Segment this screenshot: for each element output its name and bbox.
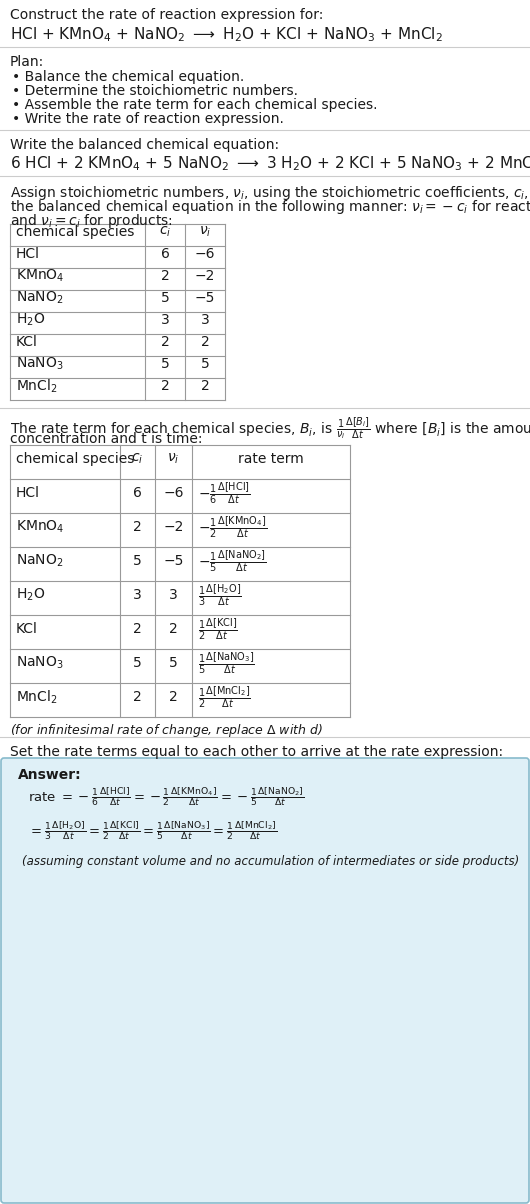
- Text: 6: 6: [161, 247, 170, 261]
- Text: 2: 2: [133, 690, 142, 704]
- Text: H$_2$O: H$_2$O: [16, 586, 45, 603]
- Text: KMnO$_4$: KMnO$_4$: [16, 267, 65, 284]
- Text: 5: 5: [169, 656, 178, 669]
- Text: $\nu_i$: $\nu_i$: [167, 452, 180, 466]
- Text: chemical species: chemical species: [16, 452, 135, 466]
- Text: Assign stoichiometric numbers, $\nu_i$, using the stoichiometric coefficients, $: Assign stoichiometric numbers, $\nu_i$, …: [10, 184, 530, 202]
- Text: Answer:: Answer:: [18, 768, 82, 783]
- Text: 5: 5: [161, 291, 170, 305]
- Text: $\frac{1}{5}\frac{\Delta[\mathrm{NaNO_3}]}{\Delta t}$: $\frac{1}{5}\frac{\Delta[\mathrm{NaNO_3}…: [198, 650, 255, 675]
- Text: $= \frac{1}{3}\frac{\Delta[\mathrm{H_2O}]}{\Delta t}= \frac{1}{2}\frac{\Delta[\m: $= \frac{1}{3}\frac{\Delta[\mathrm{H_2O}…: [28, 819, 277, 842]
- Text: 3: 3: [133, 588, 142, 602]
- Text: 5: 5: [161, 358, 170, 371]
- Text: $\frac{1}{2}\frac{\Delta[\mathrm{MnCl_2}]}{\Delta t}$: $\frac{1}{2}\frac{\Delta[\mathrm{MnCl_2}…: [198, 684, 251, 710]
- Text: NaNO$_3$: NaNO$_3$: [16, 655, 64, 671]
- Text: HCl + KMnO$_4$ + NaNO$_2$ $\longrightarrow$ H$_2$O + KCl + NaNO$_3$ + MnCl$_2$: HCl + KMnO$_4$ + NaNO$_2$ $\longrightarr…: [10, 25, 443, 43]
- Text: concentration and t is time:: concentration and t is time:: [10, 432, 202, 445]
- Text: $-\frac{1}{6}\frac{\Delta[\mathrm{HCl}]}{\Delta t}$: $-\frac{1}{6}\frac{\Delta[\mathrm{HCl}]}…: [198, 480, 251, 506]
- Text: $\frac{1}{2}\frac{\Delta[\mathrm{KCl}]}{\Delta t}$: $\frac{1}{2}\frac{\Delta[\mathrm{KCl}]}{…: [198, 616, 238, 642]
- Text: MnCl$_2$: MnCl$_2$: [16, 689, 58, 706]
- Text: Write the balanced chemical equation:: Write the balanced chemical equation:: [10, 138, 279, 152]
- Text: NaNO$_2$: NaNO$_2$: [16, 290, 64, 306]
- Text: 5: 5: [133, 656, 142, 669]
- Text: $-\frac{1}{5}\frac{\Delta[\mathrm{NaNO_2}]}{\Delta t}$: $-\frac{1}{5}\frac{\Delta[\mathrm{NaNO_2…: [198, 548, 267, 574]
- Text: −5: −5: [195, 291, 215, 305]
- Text: 2: 2: [201, 379, 209, 393]
- Text: 3: 3: [161, 313, 170, 327]
- Text: −5: −5: [163, 554, 184, 568]
- Text: (assuming constant volume and no accumulation of intermediates or side products): (assuming constant volume and no accumul…: [22, 855, 519, 868]
- Text: 3: 3: [201, 313, 209, 327]
- Text: −6: −6: [195, 247, 215, 261]
- Text: MnCl$_2$: MnCl$_2$: [16, 377, 58, 395]
- Text: $-\frac{1}{2}\frac{\Delta[\mathrm{KMnO_4}]}{\Delta t}$: $-\frac{1}{2}\frac{\Delta[\mathrm{KMnO_4…: [198, 514, 267, 539]
- Text: 2: 2: [201, 335, 209, 349]
- Text: H$_2$O: H$_2$O: [16, 312, 45, 329]
- Text: $c_i$: $c_i$: [131, 452, 144, 466]
- Text: chemical species: chemical species: [16, 225, 135, 240]
- Text: 2: 2: [133, 622, 142, 636]
- Text: $c_i$: $c_i$: [159, 225, 171, 240]
- Text: 2: 2: [161, 268, 170, 283]
- Text: (for infinitesimal rate of change, replace $\Delta$ with $d$): (for infinitesimal rate of change, repla…: [10, 722, 323, 739]
- Text: KCl: KCl: [16, 335, 38, 349]
- Text: Plan:: Plan:: [10, 55, 44, 69]
- Text: KMnO$_4$: KMnO$_4$: [16, 519, 65, 536]
- Text: rate $= -\frac{1}{6}\frac{\Delta[\mathrm{HCl}]}{\Delta t}= -\frac{1}{2}\frac{\De: rate $= -\frac{1}{6}\frac{\Delta[\mathrm…: [28, 785, 304, 808]
- Text: NaNO$_3$: NaNO$_3$: [16, 356, 64, 372]
- Text: 6: 6: [133, 486, 142, 500]
- Text: 2: 2: [161, 335, 170, 349]
- Text: NaNO$_2$: NaNO$_2$: [16, 553, 64, 569]
- Text: • Assemble the rate term for each chemical species.: • Assemble the rate term for each chemic…: [12, 98, 377, 112]
- Text: −6: −6: [163, 486, 184, 500]
- Text: Set the rate terms equal to each other to arrive at the rate expression:: Set the rate terms equal to each other t…: [10, 745, 503, 759]
- Text: 2: 2: [161, 379, 170, 393]
- Text: 5: 5: [133, 554, 142, 568]
- Text: Construct the rate of reaction expression for:: Construct the rate of reaction expressio…: [10, 8, 323, 22]
- FancyBboxPatch shape: [1, 759, 529, 1203]
- Text: 3: 3: [169, 588, 178, 602]
- Text: $\nu_i$: $\nu_i$: [199, 225, 211, 240]
- Text: HCl: HCl: [16, 247, 40, 261]
- Text: −2: −2: [195, 268, 215, 283]
- Text: 2: 2: [169, 622, 178, 636]
- Text: the balanced chemical equation in the following manner: $\nu_i = -c_i$ for react: the balanced chemical equation in the fo…: [10, 197, 530, 216]
- Text: HCl: HCl: [16, 486, 40, 500]
- Text: 5: 5: [201, 358, 209, 371]
- Text: and $\nu_i = c_i$ for products:: and $\nu_i = c_i$ for products:: [10, 212, 173, 230]
- Text: • Balance the chemical equation.: • Balance the chemical equation.: [12, 70, 244, 84]
- Text: • Determine the stoichiometric numbers.: • Determine the stoichiometric numbers.: [12, 84, 298, 98]
- Text: 2: 2: [169, 690, 178, 704]
- Text: • Write the rate of reaction expression.: • Write the rate of reaction expression.: [12, 112, 284, 126]
- Text: rate term: rate term: [238, 452, 304, 466]
- Text: 2: 2: [133, 520, 142, 535]
- Text: The rate term for each chemical species, $B_i$, is $\frac{1}{\nu_i}\frac{\Delta[: The rate term for each chemical species,…: [10, 417, 530, 442]
- Text: KCl: KCl: [16, 622, 38, 636]
- Text: $\frac{1}{3}\frac{\Delta[\mathrm{H_2O}]}{\Delta t}$: $\frac{1}{3}\frac{\Delta[\mathrm{H_2O}]}…: [198, 582, 242, 608]
- Text: −2: −2: [163, 520, 184, 535]
- Text: 6 HCl + 2 KMnO$_4$ + 5 NaNO$_2$ $\longrightarrow$ 3 H$_2$O + 2 KCl + 5 NaNO$_3$ : 6 HCl + 2 KMnO$_4$ + 5 NaNO$_2$ $\longri…: [10, 154, 530, 172]
